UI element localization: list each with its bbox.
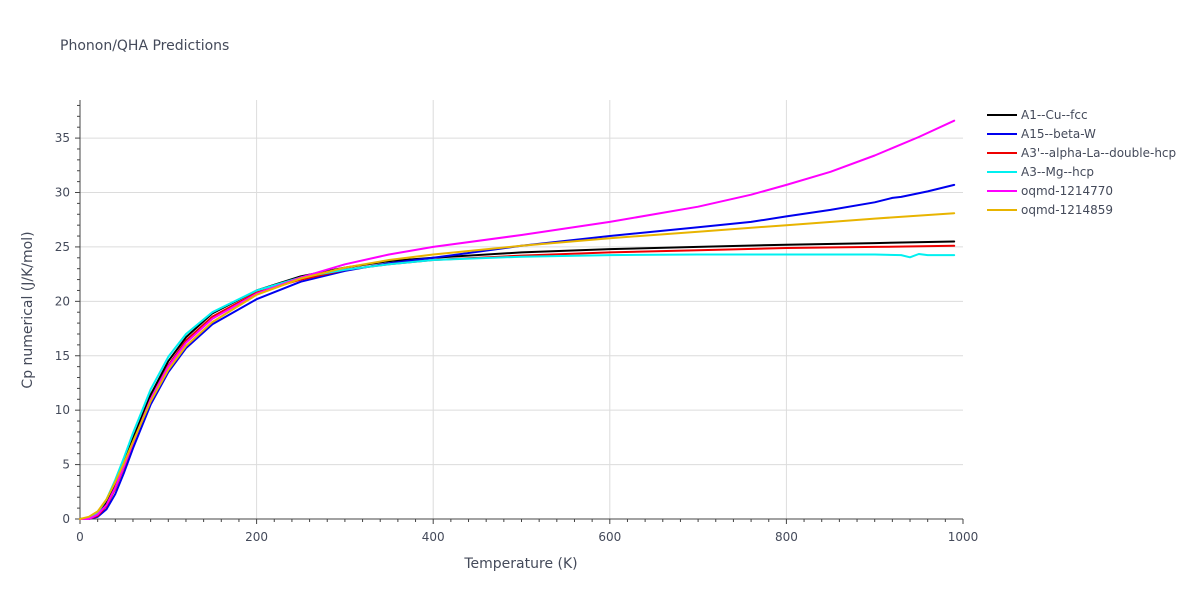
legend-label: A3'--alpha-La--double-hcp: [1021, 146, 1176, 160]
legend-item-2[interactable]: A15--beta-W: [987, 127, 1096, 141]
series-line-4: [79, 253, 956, 520]
series-line-1: [79, 240, 956, 520]
axes: [75, 100, 964, 524]
y-axis-ticks: 0 5 10 15 20 25 30 35: [55, 131, 70, 526]
x-tick-label-600: 600: [598, 530, 621, 544]
x-axis-title: Temperature (K): [463, 556, 577, 572]
y-tick-label-35: 35: [55, 131, 70, 145]
series-line-2: [79, 183, 956, 520]
x-tick-label-1000: 1000: [948, 530, 979, 544]
y-tick-label-5: 5: [62, 458, 70, 472]
y-tick-label-0: 0: [62, 512, 70, 526]
x-axis-ticks: 0 200 400 600 800 1000: [76, 530, 978, 544]
legend-item-3[interactable]: A3'--alpha-La--double-hcp: [987, 146, 1176, 160]
grid: [80, 100, 963, 519]
x-tick-label-800: 800: [775, 530, 798, 544]
y-tick-label-15: 15: [55, 349, 70, 363]
x-tick-label-400: 400: [422, 530, 445, 544]
x-tick-label-200: 200: [245, 530, 268, 544]
chart-title: Phonon/QHA Predictions: [60, 38, 229, 54]
y-axis-title: Cp numerical (J/K/mol): [20, 231, 36, 388]
series-line-3: [79, 244, 956, 520]
y-tick-label-30: 30: [55, 186, 70, 200]
legend[interactable]: A1--Cu--fcc A15--beta-W A3'--alpha-La--dou…: [987, 108, 1176, 217]
legend-label: A15--beta-W: [1021, 127, 1096, 141]
legend-label: A1--Cu--fcc: [1021, 108, 1088, 122]
y-tick-label-20: 20: [55, 294, 70, 308]
y-tick-label-25: 25: [55, 240, 70, 254]
legend-item-1[interactable]: A1--Cu--fcc: [987, 108, 1088, 122]
legend-label: oqmd-1214859: [1021, 203, 1113, 217]
series-line-6: [79, 212, 956, 520]
legend-item-5[interactable]: oqmd-1214770: [987, 184, 1113, 198]
legend-label: A3--Mg--hcp: [1021, 165, 1094, 179]
legend-label: oqmd-1214770: [1021, 184, 1113, 198]
plot-area: [79, 119, 956, 520]
legend-item-4[interactable]: A3--Mg--hcp: [987, 165, 1094, 179]
y-tick-label-10: 10: [55, 403, 70, 417]
legend-item-6[interactable]: oqmd-1214859: [987, 203, 1113, 217]
x-tick-label-0: 0: [76, 530, 84, 544]
series-line-5: [79, 119, 956, 520]
